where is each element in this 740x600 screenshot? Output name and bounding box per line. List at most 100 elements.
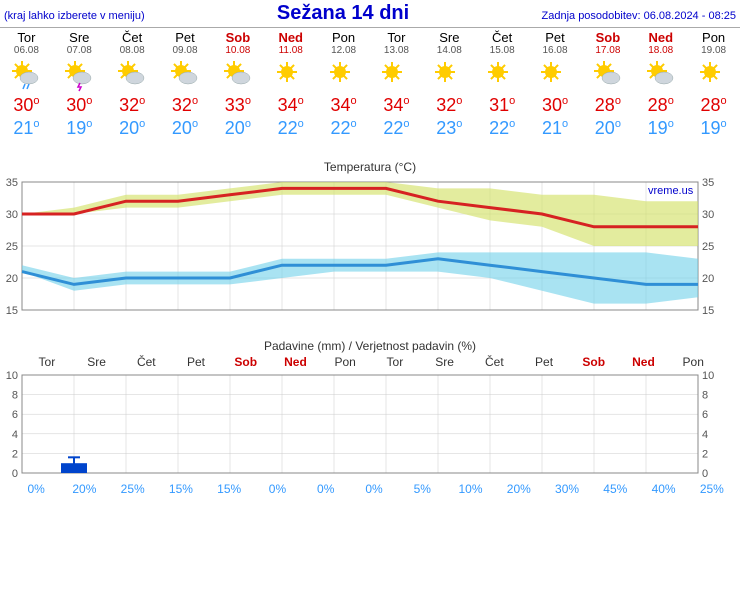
day-name: Tor	[0, 30, 53, 45]
day-name: Sre	[53, 30, 106, 45]
precip-prob: 25%	[688, 482, 736, 496]
precip-day-label: Sob	[221, 355, 271, 369]
svg-text:8: 8	[702, 390, 708, 402]
temp-high: 30o	[0, 94, 53, 117]
precip-day-label: Tor	[22, 355, 72, 369]
precip-day-label: Sre	[72, 355, 122, 369]
day-name: Čet	[476, 30, 529, 45]
temp-high: 32o	[159, 94, 212, 117]
precip-day-label: Ned	[619, 355, 669, 369]
day-date: 17.08	[581, 45, 634, 56]
precip-prob: 0%	[12, 482, 60, 496]
day-name: Sob	[211, 30, 264, 45]
day-name: Pet	[529, 30, 582, 45]
temp-high: 28o	[581, 94, 634, 117]
weather-icon	[53, 58, 106, 94]
day-header: Sre07.08	[53, 28, 106, 58]
day-header: Pon12.08	[317, 28, 370, 58]
weather-icon	[581, 58, 634, 94]
day-header: Pet16.08	[529, 28, 582, 58]
temp-low: 20o	[159, 117, 212, 140]
day-header: Čet15.08	[476, 28, 529, 58]
temp-low: 19o	[634, 117, 687, 140]
day-name: Sre	[423, 30, 476, 45]
temp-low: 20o	[106, 117, 159, 140]
temp-low: 22o	[264, 117, 317, 140]
precip-prob: 10%	[446, 482, 494, 496]
temp-high: 30o	[53, 94, 106, 117]
svg-text:6: 6	[12, 409, 18, 421]
weather-icon	[211, 58, 264, 94]
temp-low: 21o	[529, 117, 582, 140]
svg-text:6: 6	[702, 409, 708, 421]
svg-text:4: 4	[12, 429, 18, 441]
weather-icon	[687, 58, 740, 94]
temp-low: 21o	[0, 117, 53, 140]
temp-low: 20o	[581, 117, 634, 140]
day-name: Ned	[264, 30, 317, 45]
precip-day-label: Sre	[420, 355, 470, 369]
day-name: Čet	[106, 30, 159, 45]
forecast-lows: 21o19o20o20o20o22o22o22o23o22o21o20o19o1…	[0, 117, 740, 140]
precip-prob: 15%	[157, 482, 205, 496]
weather-icon	[370, 58, 423, 94]
precip-chart-title: Padavine (mm) / Verjetnost padavin (%)	[0, 339, 740, 353]
temperature-chart-section: Temperatura (°C) 15152020252530303535vre…	[0, 160, 740, 319]
day-date: 18.08	[634, 45, 687, 56]
svg-text:2: 2	[702, 448, 708, 460]
temp-low: 22o	[317, 117, 370, 140]
day-header: Sob17.08	[581, 28, 634, 58]
precipitation-chart-section: Padavine (mm) / Verjetnost padavin (%) T…	[0, 339, 740, 496]
svg-text:25: 25	[6, 241, 18, 253]
precip-day-label: Pet	[171, 355, 221, 369]
svg-text:35: 35	[702, 177, 714, 189]
svg-text:vreme.us: vreme.us	[648, 185, 694, 197]
temp-high: 33o	[211, 94, 264, 117]
weather-icon	[264, 58, 317, 94]
day-name: Pon	[687, 30, 740, 45]
precip-day-label: Tor	[370, 355, 420, 369]
temp-low: 22o	[476, 117, 529, 140]
day-date: 08.08	[106, 45, 159, 56]
temp-high: 32o	[106, 94, 159, 117]
precip-prob: 0%	[350, 482, 398, 496]
temp-low: 20o	[211, 117, 264, 140]
precip-day-label: Pon	[668, 355, 718, 369]
temp-chart-title: Temperatura (°C)	[0, 160, 740, 174]
weather-icon	[159, 58, 212, 94]
forecast-icons	[0, 58, 740, 94]
weather-icon	[106, 58, 159, 94]
svg-text:4: 4	[702, 429, 708, 441]
day-date: 11.08	[264, 45, 317, 56]
temp-high: 34o	[264, 94, 317, 117]
day-header: Čet08.08	[106, 28, 159, 58]
temp-low: 19o	[687, 117, 740, 140]
day-header: Ned11.08	[264, 28, 317, 58]
weather-icon	[0, 58, 53, 94]
day-date: 15.08	[476, 45, 529, 56]
precip-day-label: Ned	[271, 355, 321, 369]
weather-icon	[476, 58, 529, 94]
day-header: Pon19.08	[687, 28, 740, 58]
svg-text:8: 8	[12, 390, 18, 402]
day-header: Sre14.08	[423, 28, 476, 58]
precip-day-label: Čet	[469, 355, 519, 369]
day-header: Pet09.08	[159, 28, 212, 58]
day-header: Tor06.08	[0, 28, 53, 58]
day-date: 14.08	[423, 45, 476, 56]
temp-low: 22o	[370, 117, 423, 140]
temp-low: 19o	[53, 117, 106, 140]
temp-high: 30o	[529, 94, 582, 117]
day-header: Ned18.08	[634, 28, 687, 58]
precip-prob-labels: 0%20%25%15%15%0%0%0%5%10%20%30%45%40%25%	[0, 482, 740, 496]
day-date: 16.08	[529, 45, 582, 56]
day-header: Sob10.08	[211, 28, 264, 58]
day-date: 10.08	[211, 45, 264, 56]
forecast-highs: 30o30o32o32o33o34o34o34o32o31o30o28o28o2…	[0, 94, 740, 117]
precip-prob: 20%	[60, 482, 108, 496]
svg-text:2: 2	[12, 448, 18, 460]
svg-text:25: 25	[702, 241, 714, 253]
precip-prob: 45%	[591, 482, 639, 496]
page-title: Sežana 14 dni	[277, 2, 409, 25]
svg-text:0: 0	[702, 468, 708, 479]
